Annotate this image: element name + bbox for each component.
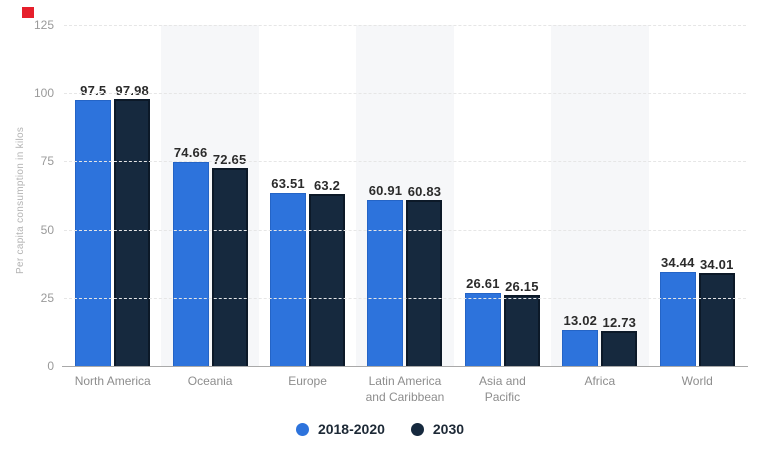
legend-item-2030[interactable]: 2030 — [410, 421, 465, 437]
value-label: 60.83 — [407, 184, 442, 200]
legend-dot-2030 — [410, 422, 424, 436]
bar-2030[interactable]: 97.98 — [114, 83, 151, 366]
value-label: 26.15 — [505, 278, 539, 294]
bar-2030[interactable]: 12.73 — [601, 315, 638, 366]
x-axis-label: Latin America and Caribbean — [365, 374, 445, 404]
legend-label: 2018-2020 — [317, 421, 385, 437]
red-marker — [22, 7, 34, 18]
legend-dot-2018-2020 — [295, 422, 309, 436]
x-axis-label: Oceania — [187, 374, 233, 388]
x-axis-label: World — [681, 374, 713, 388]
y-tick-label: 125 — [33, 18, 54, 32]
bar-2018-2020[interactable]: 34.44 — [659, 255, 696, 366]
value-label: 26.61 — [466, 276, 500, 292]
category-column: 60.91 60.83 — [356, 25, 454, 366]
bar-2018-2020[interactable]: 26.61 — [464, 276, 501, 366]
y-axis-ticks: 0 25 50 75 100 125 — [0, 18, 54, 373]
x-axis-baseline — [62, 366, 748, 367]
bar-2030[interactable]: 63.2 — [309, 178, 346, 366]
y-tick-label: 25 — [40, 290, 54, 305]
category-column: 13.02 12.73 — [551, 25, 649, 366]
x-axis-labels: North America Oceania Europe Latin America … — [64, 374, 746, 405]
legend-label: 2030 — [432, 421, 465, 437]
bar-2018-2020[interactable]: 97.5 — [75, 83, 112, 366]
y-tick-label: 0 — [47, 359, 54, 373]
value-label: 72.65 — [212, 151, 247, 167]
value-label: 74.66 — [173, 145, 208, 161]
plot-area: 97.5 97.98 74.66 72.65 63.51 63.2 60.91 60.83 26… — [62, 25, 748, 367]
x-axis-label: Asia and Pacific — [479, 374, 526, 404]
bar-2018-2020[interactable]: 60.91 — [367, 183, 404, 366]
bar-2018-2020[interactable]: 63.51 — [270, 176, 307, 366]
value-label: 63.2 — [313, 177, 341, 193]
category-column: 63.51 63.2 — [259, 25, 356, 366]
value-label: 12.73 — [602, 315, 637, 331]
bar-2030[interactable]: 60.83 — [406, 184, 443, 366]
bar-2018-2020[interactable]: 13.02 — [562, 313, 599, 366]
bar-2030[interactable]: 26.15 — [503, 279, 540, 366]
y-tick-label: 50 — [40, 222, 54, 237]
value-label: 63.51 — [271, 175, 305, 191]
legend-item-2018-2020[interactable]: 2018-2020 — [295, 421, 385, 437]
value-label: 97.5 — [80, 83, 107, 99]
value-label: 13.02 — [563, 313, 598, 329]
bar-2030[interactable]: 34.01 — [698, 257, 735, 366]
value-label: 97.98 — [115, 82, 149, 98]
category-column: 74.66 72.65 — [161, 25, 259, 366]
value-label: 34.01 — [699, 257, 734, 273]
x-axis-label: Africa — [584, 374, 616, 388]
category-column: 97.5 97.98 — [64, 25, 161, 366]
category-column: 34.44 34.01 — [649, 25, 746, 366]
bar-2018-2020[interactable]: 74.66 — [172, 145, 209, 366]
legend: 2018-2020 2030 — [0, 421, 760, 437]
x-axis-label: Europe — [288, 374, 327, 388]
y-tick-label: 100 — [33, 86, 54, 101]
y-tick-label: 75 — [40, 154, 54, 169]
value-label: 34.44 — [660, 255, 695, 271]
x-axis-label: North America — [74, 374, 151, 388]
category-column: 26.61 26.15 — [454, 25, 551, 366]
category-columns: 97.5 97.98 74.66 72.65 63.51 63.2 60.91 60.83 26… — [64, 25, 746, 366]
value-label: 60.91 — [368, 182, 403, 198]
bar-2030[interactable]: 72.65 — [211, 152, 248, 366]
